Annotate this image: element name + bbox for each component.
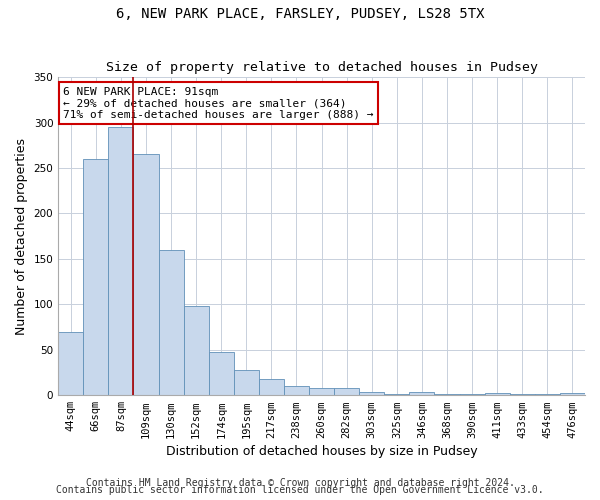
Bar	[209, 352, 234, 395]
Bar	[510, 394, 535, 395]
Text: Contains public sector information licensed under the Open Government Licence v3: Contains public sector information licen…	[56, 485, 544, 495]
Title: Size of property relative to detached houses in Pudsey: Size of property relative to detached ho…	[106, 62, 538, 74]
Bar	[158, 250, 184, 395]
Bar	[58, 332, 83, 395]
Bar	[284, 386, 309, 395]
Bar	[485, 394, 510, 395]
Bar	[460, 394, 485, 395]
Bar	[359, 392, 385, 395]
Bar	[133, 154, 158, 395]
Text: 6 NEW PARK PLACE: 91sqm
← 29% of detached houses are smaller (364)
71% of semi-d: 6 NEW PARK PLACE: 91sqm ← 29% of detache…	[64, 86, 374, 120]
Bar	[560, 394, 585, 395]
X-axis label: Distribution of detached houses by size in Pudsey: Distribution of detached houses by size …	[166, 444, 478, 458]
Y-axis label: Number of detached properties: Number of detached properties	[15, 138, 28, 334]
Text: 6, NEW PARK PLACE, FARSLEY, PUDSEY, LS28 5TX: 6, NEW PARK PLACE, FARSLEY, PUDSEY, LS28…	[116, 8, 484, 22]
Text: Contains HM Land Registry data © Crown copyright and database right 2024.: Contains HM Land Registry data © Crown c…	[86, 478, 514, 488]
Bar	[83, 159, 109, 395]
Bar	[535, 394, 560, 395]
Bar	[334, 388, 359, 395]
Bar	[434, 394, 460, 395]
Bar	[309, 388, 334, 395]
Bar	[385, 394, 409, 395]
Bar	[259, 379, 284, 395]
Bar	[184, 306, 209, 395]
Bar	[409, 392, 434, 395]
Bar	[234, 370, 259, 395]
Bar	[109, 127, 133, 395]
